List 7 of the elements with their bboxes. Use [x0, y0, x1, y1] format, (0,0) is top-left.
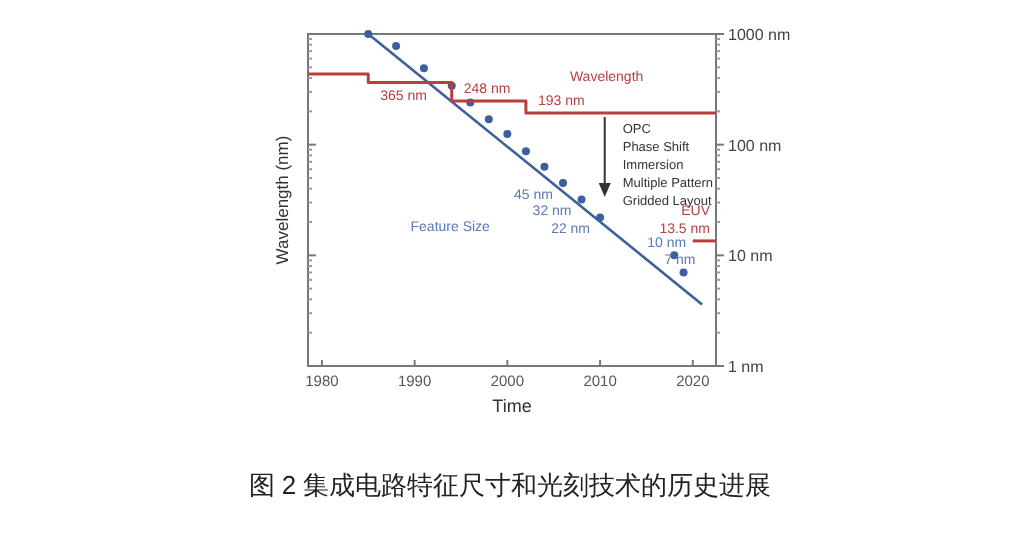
- x-axis-title: Time: [492, 396, 532, 416]
- y-axis-title: Wavelength (nm): [272, 135, 292, 265]
- y-tick-label: 10 nm: [728, 247, 774, 266]
- y-tick-label: 100 nm: [728, 136, 783, 155]
- y-tick-label: 1000 nm: [728, 26, 791, 44]
- text: 图 2 集成电路特征尺寸和光刻技术的历史进展: [248, 470, 772, 500]
- y-tick-label: 1 nm: [728, 358, 765, 376]
